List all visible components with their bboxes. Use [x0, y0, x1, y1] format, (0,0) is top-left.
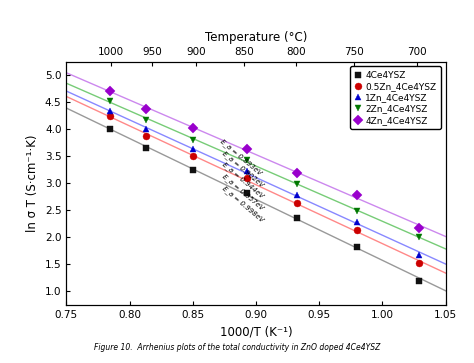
4Zn_4Ce4YSZ: [108, 89, 113, 94]
1Zn_4Ce4YSZ: [416, 253, 422, 257]
Line: 4Ce4YSZ: 4Ce4YSZ: [107, 126, 423, 284]
4Zn_4Ce4YSZ: [416, 225, 422, 230]
0.5Zn_4Ce4YSZ: [108, 114, 113, 118]
4Ce4YSZ: [244, 190, 250, 195]
0.5Zn_4Ce4YSZ: [355, 228, 360, 232]
Line: 0.5Zn_4Ce4YSZ: 0.5Zn_4Ce4YSZ: [107, 113, 423, 267]
4Zn_4Ce4YSZ: [244, 147, 250, 151]
2Zn_4Ce4YSZ: [294, 182, 300, 186]
2Zn_4Ce4YSZ: [244, 158, 250, 162]
0.5Zn_4Ce4YSZ: [294, 201, 300, 205]
Y-axis label: ln σ T (S·cm⁻¹·K): ln σ T (S·cm⁻¹·K): [27, 135, 39, 232]
Text: E_a = 0.998eV: E_a = 0.998eV: [220, 185, 264, 223]
4Zn_4Ce4YSZ: [294, 171, 300, 175]
Line: 1Zn_4Ce4YSZ: 1Zn_4Ce4YSZ: [107, 108, 423, 259]
4Ce4YSZ: [108, 127, 113, 131]
X-axis label: 1000/T (K⁻¹): 1000/T (K⁻¹): [219, 325, 292, 338]
1Zn_4Ce4YSZ: [143, 127, 149, 131]
Line: 4Zn_4Ce4YSZ: 4Zn_4Ce4YSZ: [107, 88, 423, 231]
1Zn_4Ce4YSZ: [355, 220, 360, 224]
0.5Zn_4Ce4YSZ: [244, 176, 250, 181]
4Zn_4Ce4YSZ: [143, 107, 149, 111]
0.5Zn_4Ce4YSZ: [143, 134, 149, 138]
X-axis label: Temperature (°C): Temperature (°C): [205, 31, 307, 44]
Text: E_a = 0.944eV: E_a = 0.944eV: [220, 161, 264, 199]
2Zn_4Ce4YSZ: [108, 99, 113, 103]
4Ce4YSZ: [190, 168, 196, 172]
1Zn_4Ce4YSZ: [294, 192, 300, 197]
Text: Figure 10.  Arrhenius plots of the total conductivity in ZnO doped 4Ce4YSZ: Figure 10. Arrhenius plots of the total …: [94, 343, 380, 352]
4Ce4YSZ: [143, 146, 149, 150]
Line: 2Zn_4Ce4YSZ: 2Zn_4Ce4YSZ: [107, 98, 423, 241]
4Zn_4Ce4YSZ: [190, 126, 196, 130]
4Ce4YSZ: [416, 278, 422, 283]
0.5Zn_4Ce4YSZ: [190, 154, 196, 159]
4Zn_4Ce4YSZ: [355, 193, 360, 197]
2Zn_4Ce4YSZ: [190, 138, 196, 142]
Text: E_a = 0.957eV: E_a = 0.957eV: [220, 173, 264, 211]
Text: E_a = 0.893eV: E_a = 0.893eV: [219, 138, 263, 176]
1Zn_4Ce4YSZ: [190, 147, 196, 151]
4Ce4YSZ: [355, 244, 360, 249]
4Ce4YSZ: [294, 216, 300, 221]
Text: E_a = 0.902eV: E_a = 0.902eV: [220, 150, 264, 188]
0.5Zn_4Ce4YSZ: [416, 261, 422, 265]
1Zn_4Ce4YSZ: [244, 169, 250, 174]
2Zn_4Ce4YSZ: [355, 209, 360, 213]
1Zn_4Ce4YSZ: [108, 109, 113, 114]
Legend: 4Ce4YSZ, 0.5Zn_4Ce4YSZ, 1Zn_4Ce4YSZ, 2Zn_4Ce4YSZ, 4Zn_4Ce4YSZ: 4Ce4YSZ, 0.5Zn_4Ce4YSZ, 1Zn_4Ce4YSZ, 2Zn…: [350, 66, 441, 129]
2Zn_4Ce4YSZ: [143, 117, 149, 122]
2Zn_4Ce4YSZ: [416, 235, 422, 240]
